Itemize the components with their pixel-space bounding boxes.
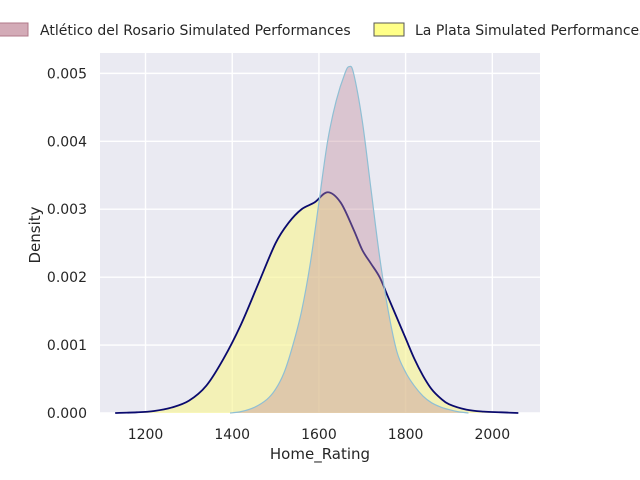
series-rosario-line	[229, 65, 469, 414]
series-layer	[115, 65, 519, 414]
x-axis-label: Home_Rating	[270, 445, 370, 464]
x-tick-label: 2000	[474, 427, 510, 443]
x-axis-ticks: 1200 1400 1600 1800 2000	[128, 427, 510, 443]
x-tick-label: 1200	[128, 427, 164, 443]
y-axis-label: Density	[26, 206, 44, 263]
y-tick-label: 0.005	[47, 66, 87, 82]
legend: Atlético del Rosario Simulated Performan…	[0, 22, 640, 39]
y-tick-label: 0.004	[47, 134, 87, 150]
series-la-plata-fill	[115, 192, 519, 413]
legend-label-rosario: Atlético del Rosario Simulated Performan…	[40, 23, 351, 39]
legend-label-la-plata: La Plata Simulated Performances	[415, 23, 640, 39]
x-tick-label: 1600	[301, 427, 337, 443]
x-tick-label: 1400	[214, 427, 250, 443]
y-tick-label: 0.003	[47, 202, 87, 218]
legend-swatch-la-plata	[373, 22, 405, 37]
series-rosario-fill	[230, 66, 469, 414]
y-tick-label: 0.000	[47, 406, 87, 422]
x-tick-label: 1800	[388, 427, 424, 443]
y-tick-label: 0.002	[47, 270, 87, 286]
series-la-plata-line	[115, 191, 519, 414]
legend-swatch-rosario	[0, 22, 29, 37]
y-tick-label: 0.001	[47, 338, 87, 354]
y-axis-ticks: 0.000 0.001 0.002 0.003 0.004 0.005	[47, 66, 87, 422]
